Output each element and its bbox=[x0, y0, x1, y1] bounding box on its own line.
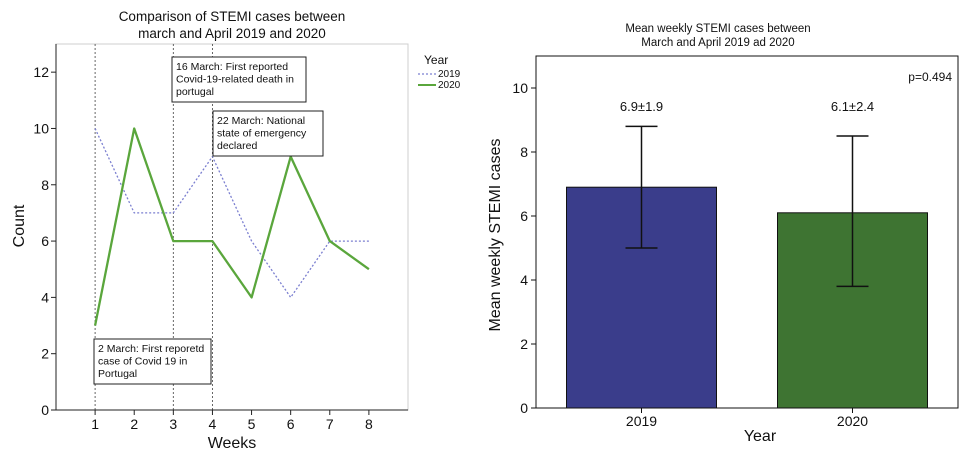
y-tick-label: 2 bbox=[41, 346, 49, 362]
x-tick-label: 2019 bbox=[626, 413, 657, 429]
y-tick-label: 8 bbox=[41, 177, 49, 193]
bar-chart-plot-area bbox=[535, 55, 959, 409]
x-tick-label: 4 bbox=[209, 416, 217, 432]
event-annotation-text: Covid-19-related death in bbox=[176, 74, 294, 86]
bar-chart-panel: Mean weekly STEMI cases between March an… bbox=[487, 23, 959, 445]
x-tick-label: 2 bbox=[130, 416, 138, 432]
y-tick-label: 0 bbox=[41, 402, 49, 418]
line-chart-series bbox=[93, 127, 370, 326]
event-annotation-text: 2 March: First reporetd bbox=[98, 343, 204, 355]
line-chart-y-axis-label: Count bbox=[11, 204, 28, 247]
bar-value-label: 6.1±2.4 bbox=[831, 99, 874, 114]
y-tick-label: 6 bbox=[520, 208, 528, 224]
bar-chart-title-line-2: March and April 2019 ad 2020 bbox=[641, 37, 794, 49]
x-tick-label: 5 bbox=[248, 416, 256, 432]
event-annotation-box bbox=[171, 56, 307, 103]
bar-chart-bars: 6.9±1.9 6.1±2.4 bbox=[566, 99, 928, 409]
event-annotation-text: 16 March: First reported bbox=[176, 61, 288, 73]
x-tick-label: 3 bbox=[169, 416, 177, 432]
x-tick-label: 2020 bbox=[837, 413, 868, 429]
x-tick-label: 8 bbox=[365, 416, 373, 432]
event-annotation-text: 22 March: National bbox=[217, 115, 305, 127]
y-tick-label: 4 bbox=[520, 272, 528, 288]
event-annotation-box bbox=[93, 338, 212, 385]
y-tick-label: 8 bbox=[520, 144, 528, 160]
y-tick-label: 10 bbox=[33, 120, 49, 136]
x-tick-label: 7 bbox=[326, 416, 334, 432]
bar-value-label: 6.9±1.9 bbox=[620, 99, 663, 114]
legend-title: Year bbox=[424, 53, 448, 67]
series-line-2020 bbox=[93, 127, 370, 326]
line-chart-title-line-2: march and April 2019 and 2020 bbox=[138, 26, 326, 41]
event-annotation-text: case of Covid 19 in bbox=[98, 356, 187, 368]
y-tick-label: 12 bbox=[33, 64, 49, 80]
event-annotation-text: declared bbox=[217, 140, 257, 152]
y-tick-label: 6 bbox=[41, 233, 49, 249]
line-chart-panel: Comparison of STEMI cases between march … bbox=[11, 9, 461, 452]
event-annotation-text: state of emergency bbox=[217, 128, 307, 140]
legend-label-2019: 2019 bbox=[438, 69, 461, 80]
event-annotation-text: Portugal bbox=[98, 368, 137, 380]
y-tick-label: 0 bbox=[520, 400, 528, 416]
line-chart-x-axis-label: Weeks bbox=[208, 435, 257, 452]
x-tick-label: 1 bbox=[91, 416, 99, 432]
bar-chart-title-line-1: Mean weekly STEMI cases between bbox=[625, 23, 810, 35]
bar-chart-y-axis-label: Mean weekly STEMI cases bbox=[487, 139, 504, 332]
event-annotation-box bbox=[212, 110, 324, 157]
bar-chart-x-axis-label: Year bbox=[744, 428, 777, 445]
y-tick-label: 10 bbox=[512, 80, 528, 96]
event-annotation-text: portugal bbox=[176, 86, 214, 98]
bar-chart-p-value: p=0.494 bbox=[908, 70, 952, 84]
line-chart-title-line-1: Comparison of STEMI cases between bbox=[119, 9, 346, 24]
bar-chart-axes: 0 2 4 6 8 10 2019 2020 bbox=[512, 80, 868, 429]
y-tick-label: 4 bbox=[41, 289, 49, 305]
legend-label-2020: 2020 bbox=[438, 80, 461, 91]
y-tick-label: 2 bbox=[520, 336, 528, 352]
x-tick-label: 6 bbox=[287, 416, 295, 432]
